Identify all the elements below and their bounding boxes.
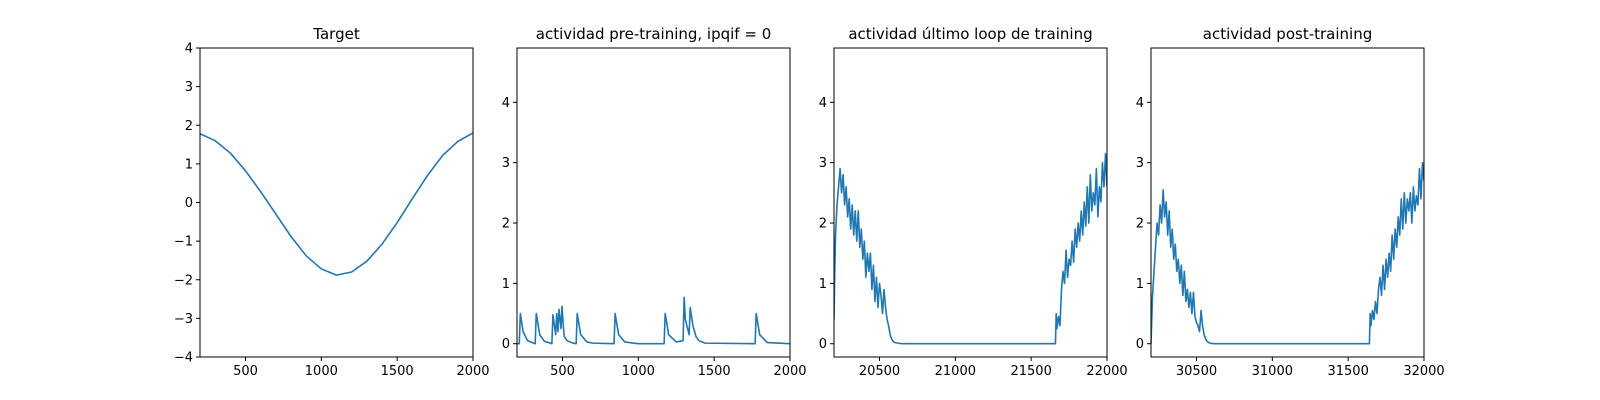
y-tick-label: −4 (174, 351, 193, 366)
x-tick-label: 21500 (1010, 364, 1051, 379)
series-line (200, 132, 473, 276)
y-tick-label: 4 (1136, 96, 1144, 111)
y-tick-label: 4 (502, 96, 510, 111)
y-tick-label: −2 (174, 273, 193, 288)
chart-title: actividad pre-training, ipqif = 0 (536, 25, 772, 43)
x-tick-label: 30500 (1176, 364, 1217, 379)
panel-pre-training: 500 1000 1500 2000 0 1 2 3 4 actividad pre-traini… (502, 25, 807, 379)
plot-frame (833, 47, 1108, 358)
y-tick-label: 3 (185, 80, 193, 95)
x-tick-label: 20500 (859, 364, 900, 379)
y-tick-label: 1 (1136, 277, 1144, 292)
panel-post-training: 30500 31000 31500 32000 0 1 2 3 4 actividad post-… (1136, 25, 1445, 379)
x-tick-label: 1500 (381, 364, 414, 379)
plot-frame (516, 47, 791, 358)
panel-last-training-loop: 20500 21000 21500 22000 0 1 2 3 4 actividad últim… (819, 25, 1128, 379)
y-tick-label: −1 (174, 235, 193, 250)
y-tick-label: 0 (819, 337, 827, 352)
y-tick-label: 0 (502, 337, 510, 352)
x-tick-label: 2000 (773, 364, 806, 379)
x-tick-label: 21000 (935, 364, 976, 379)
series-line (1151, 161, 1424, 345)
series-line (517, 296, 790, 345)
panel-target: 500 1000 1500 2000 −4 −3 −2 −1 0 1 2 3 4 Target (174, 25, 490, 379)
y-tick-label: 1 (819, 277, 827, 292)
y-tick-label: 0 (1136, 337, 1144, 352)
y-tick-label: 3 (1136, 156, 1144, 171)
y-tick-label: 1 (502, 277, 510, 292)
chart-title: Target (312, 25, 360, 43)
y-tick-label: 3 (819, 156, 827, 171)
y-tick-label: 2 (819, 217, 827, 232)
plot-frame (199, 47, 474, 358)
x-tick-label: 31000 (1252, 364, 1293, 379)
plot-frame (1150, 47, 1425, 358)
y-tick-label: 2 (502, 217, 510, 232)
x-tick-label: 31500 (1327, 364, 1368, 379)
y-tick-label: 4 (819, 96, 827, 111)
chart-title: actividad último loop de training (848, 25, 1092, 43)
x-tick-label: 500 (550, 364, 575, 379)
x-tick-label: 2000 (456, 364, 489, 379)
y-tick-label: 0 (185, 196, 193, 211)
y-tick-label: 1 (185, 157, 193, 172)
y-tick-label: 3 (502, 156, 510, 171)
y-tick-label: 2 (185, 119, 193, 134)
x-tick-label: 22000 (1086, 364, 1127, 379)
y-tick-label: 4 (185, 42, 193, 57)
y-tick-label: 2 (1136, 217, 1144, 232)
x-tick-label: 1500 (698, 364, 731, 379)
x-tick-label: 500 (233, 364, 258, 379)
y-tick-label: −3 (174, 312, 193, 327)
x-tick-label: 32000 (1403, 364, 1444, 379)
series-line (834, 152, 1107, 345)
chart-title: actividad post-training (1203, 25, 1372, 43)
x-tick-label: 1000 (622, 364, 655, 379)
x-tick-label: 1000 (305, 364, 338, 379)
